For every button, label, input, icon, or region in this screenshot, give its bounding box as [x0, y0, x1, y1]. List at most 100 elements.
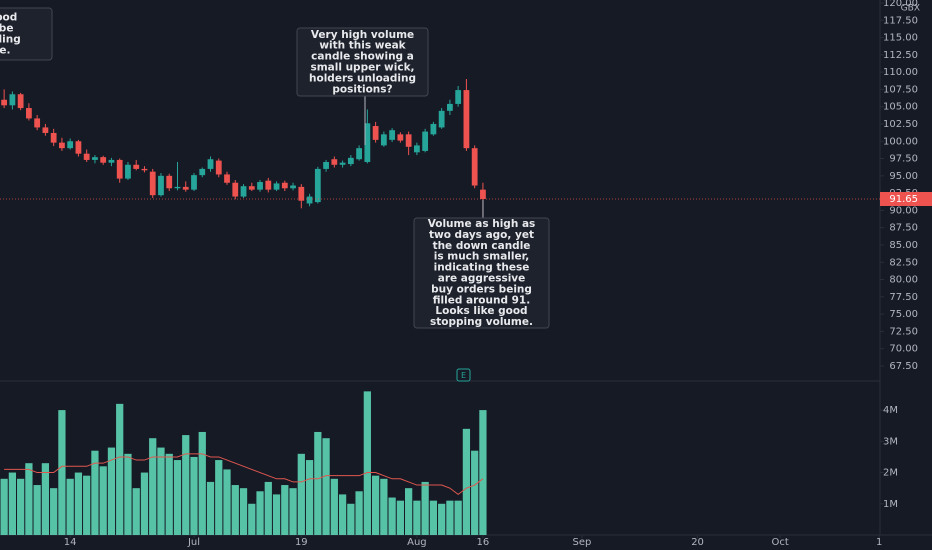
candle-body — [83, 153, 90, 160]
candle-body — [356, 148, 362, 160]
candle-body — [149, 171, 156, 196]
y-tick-label: 102.50 — [883, 119, 918, 130]
volume-bar — [471, 450, 479, 535]
y-tick-label: 75.00 — [889, 309, 918, 320]
candle-body — [199, 168, 206, 176]
candle-body — [339, 162, 346, 165]
annotation-text: here. — [0, 44, 10, 56]
volume-bar — [421, 481, 429, 535]
volume-bar — [330, 478, 338, 535]
x-tick-label: 19 — [295, 537, 308, 548]
volume-bar — [272, 494, 281, 535]
annotation-text: the down candle — [433, 240, 531, 252]
candle-body — [9, 94, 16, 106]
annotation-text: are aggressive — [438, 272, 526, 284]
candle-body — [314, 168, 321, 203]
candle-body — [108, 159, 115, 163]
candle-body — [191, 175, 197, 190]
volume-bar — [91, 450, 99, 535]
y-tick-label: 117.50 — [883, 15, 918, 26]
volume-bar — [173, 460, 182, 535]
annotation-box — [0, 7, 53, 61]
annotation-text: indicating these — [434, 262, 530, 274]
candle-body — [257, 182, 263, 190]
earnings-marker-box — [456, 368, 471, 382]
candle-body — [34, 118, 41, 128]
candle-body — [240, 186, 247, 197]
candle-body — [364, 123, 371, 162]
y2-tick-label: 3M — [883, 436, 898, 447]
candle-body — [447, 103, 453, 111]
annotation-text: is much smaller, — [434, 251, 530, 263]
volume-bar — [165, 453, 173, 535]
candle-body — [224, 174, 230, 183]
volume-bar — [132, 488, 140, 535]
volume-bar — [256, 491, 264, 535]
y-tick-label: 90.00 — [889, 205, 918, 216]
volume-bar — [17, 478, 25, 535]
volume-bar — [413, 500, 421, 535]
y2-tick-label: 2M — [883, 468, 898, 479]
volume-bar — [215, 460, 223, 535]
volume-bar — [66, 478, 74, 535]
annotation-text: positions? — [332, 83, 392, 95]
volume-bar — [58, 410, 66, 535]
y-tick-label: 115.00 — [883, 33, 918, 44]
candle-body — [50, 132, 57, 143]
volume-bar — [8, 472, 17, 535]
candle-body — [67, 141, 74, 149]
volume-bar — [99, 466, 107, 535]
y-tick-label: 67.50 — [889, 361, 918, 372]
candle-body — [331, 159, 338, 165]
y-tick-label: 107.50 — [883, 84, 918, 95]
annotation-text: Very high volume — [311, 29, 414, 41]
volume-bar — [388, 497, 396, 535]
candle-body — [405, 134, 412, 147]
volume-bar — [41, 463, 50, 535]
last-price-label: 91.65 — [889, 194, 918, 205]
y-tick-label: 97.50 — [889, 154, 918, 165]
volume-bar — [182, 435, 190, 535]
y-tick-label: 77.50 — [889, 292, 918, 303]
volume-bar — [223, 469, 231, 535]
volume-bar — [264, 481, 272, 535]
volume-bar — [198, 431, 206, 535]
volume-bar — [446, 500, 454, 535]
candle-body — [471, 148, 478, 186]
y-tick-label: 70.00 — [889, 344, 918, 355]
annotation-text: small upper wick, — [310, 61, 414, 73]
volume-bar — [322, 438, 330, 535]
candle-body — [100, 157, 107, 163]
volume-bar — [438, 503, 446, 535]
x-tick-label: 16 — [477, 537, 490, 548]
candle-body — [480, 189, 486, 199]
volume-bar — [140, 472, 149, 535]
volume-bar — [107, 447, 116, 535]
volume-bar — [74, 472, 83, 535]
candle-body — [133, 164, 140, 169]
candle-body — [174, 186, 181, 189]
candle-body — [397, 134, 404, 141]
x-tick-label: Aug — [407, 537, 427, 548]
candle-body — [323, 161, 329, 169]
candle-body — [372, 126, 379, 140]
candle-body — [166, 175, 173, 189]
y-tick-label: 105.00 — [883, 102, 918, 113]
candle-body — [26, 108, 32, 119]
y-tick-label: 95.00 — [889, 171, 918, 182]
volume-bar — [116, 403, 124, 535]
candle-body — [116, 159, 123, 179]
volume-bar — [239, 488, 248, 535]
annotation-text: filled around 91. — [433, 294, 530, 306]
x-tick-label: Sep — [573, 537, 592, 548]
x-tick-label: 20 — [691, 537, 704, 548]
candle-body — [207, 159, 214, 169]
candle-body — [380, 134, 387, 146]
candle-body — [455, 90, 462, 104]
volume-bar — [157, 447, 165, 535]
candle-body — [59, 142, 65, 149]
candle-body — [306, 196, 313, 204]
y-tick-label: 85.00 — [889, 240, 918, 251]
annotation-text: Volume as high as — [428, 218, 536, 230]
candle-body — [75, 141, 82, 154]
